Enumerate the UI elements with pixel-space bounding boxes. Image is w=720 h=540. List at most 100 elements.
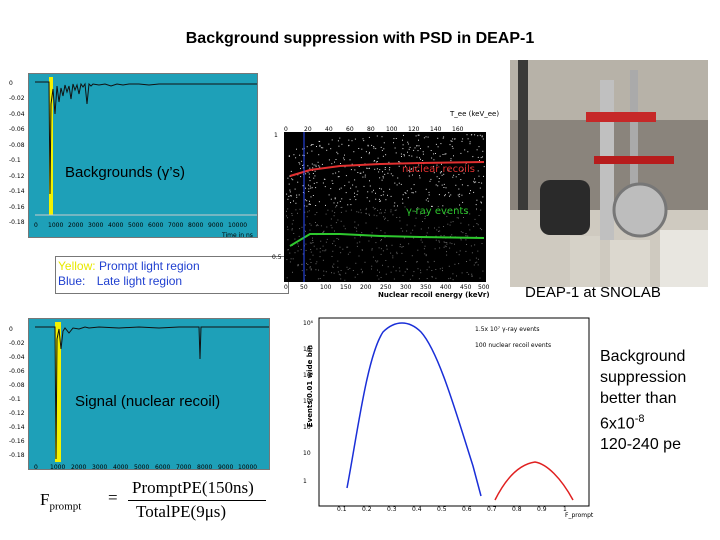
fprompt-histogram: Events/0.01 wide bin 1.5x 10⁷ γ-ray even…: [295, 316, 595, 522]
top-scope-yaxis: 0 -0.02 -0.04 -0.06 -0.08 -0.1 -0.12 -0.…: [9, 80, 28, 230]
deap1-photo-illustration: [510, 60, 708, 287]
xtick: 2000: [68, 222, 84, 229]
bottom-tick: 100: [320, 284, 332, 291]
bottom-tick: 300: [400, 284, 412, 291]
ytick: -0.12: [9, 173, 25, 180]
ytick: 0: [9, 326, 13, 333]
bottom-tick: 200: [360, 284, 372, 291]
bottom-tick: 0: [284, 284, 288, 291]
top-scope-xaxis: 0 1000 2000 3000 4000 5000 6000 7000 800…: [34, 222, 256, 232]
legend-yellow-key: Yellow:: [58, 259, 96, 273]
ytick: -0.08: [9, 382, 25, 389]
background-waveform-plot: Backgrounds (γ’s): [28, 73, 258, 238]
ytick: -0.18: [9, 219, 25, 226]
nuclear-recoil-band: [289, 161, 485, 177]
scatter-svg: [284, 132, 486, 282]
summary-line: suppression: [600, 369, 687, 386]
ytick: -0.04: [9, 354, 25, 361]
scatter-top-label: T_ee (keV_ee): [450, 110, 500, 118]
color-legend: Yellow: Prompt light region Blue: Late l…: [55, 256, 289, 294]
fprompt-formula: Fprompt = PromptPE(150ns) TotalPE(9μs): [40, 478, 280, 522]
formula-denominator: TotalPE(9μs): [136, 502, 227, 521]
ytick: -0.1: [9, 396, 21, 403]
slide-title: Background suppression with PSD in DEAP-…: [185, 30, 535, 47]
prompt-region-band: [55, 322, 61, 462]
xtick: 3000: [92, 464, 108, 471]
xtick: 8000: [188, 222, 204, 229]
xtick: 9000: [208, 222, 224, 229]
ytick: -0.08: [9, 142, 25, 149]
xtick: 7000: [176, 464, 192, 471]
xtick: 5000: [134, 464, 150, 471]
xtick: 0: [34, 222, 38, 229]
summary-line: 120-240 pe: [600, 436, 681, 454]
scatter-left-tick: 0.5: [272, 254, 282, 261]
nuclear-recoils-label: nuclear recoils: [402, 164, 475, 175]
ytick: 10: [303, 450, 311, 457]
ytick: 10⁴: [303, 372, 314, 379]
xtick: 6000: [155, 464, 171, 471]
xtick: 0.2: [362, 506, 372, 513]
top-tick: 80: [367, 126, 375, 133]
bottom-scope-yaxis: 0 -0.02 -0.04 -0.06 -0.08 -0.1 -0.12 -0.…: [9, 326, 28, 466]
histogram-svg: [318, 317, 590, 507]
signal-waveform-trace: [35, 326, 269, 460]
scatter-x-label: Nuclear recoil energy (keVr): [378, 291, 490, 299]
xtick: 1000: [50, 464, 66, 471]
summary-value-base: 6x10: [600, 415, 635, 433]
formula-equals: =: [108, 488, 118, 507]
xtick: 9000: [218, 464, 234, 471]
xtick: 7000: [168, 222, 184, 229]
xtick: 10000: [238, 464, 258, 471]
bottom-tick: 150: [340, 284, 352, 291]
legend-blue-key: Blue:: [58, 274, 86, 288]
xtick: 1: [563, 506, 567, 513]
background-waveform-trace: [35, 81, 257, 195]
xtick: 3000: [88, 222, 104, 229]
xtick: 0.9: [537, 506, 547, 513]
xtick: 0: [34, 464, 38, 471]
ytick: -0.14: [9, 424, 25, 431]
xtick: 4000: [113, 464, 129, 471]
background-waveform-svg: [29, 74, 257, 237]
ytick: 10²: [303, 424, 314, 431]
fprompt-scatter-plot: T_ee (keV_ee) nuclear recoils γ-ray even…: [270, 106, 500, 302]
formula-lhs: Fprompt: [40, 490, 81, 512]
xtick: 5000: [128, 222, 144, 229]
top-tick: 140: [430, 126, 442, 133]
deap1-detector-photo: [510, 60, 708, 287]
xtick: 6000: [148, 222, 164, 229]
ytick: -0.04: [9, 111, 25, 118]
signal-waveform-svg: [29, 319, 269, 469]
bottom-tick: 250: [380, 284, 392, 291]
ytick: -0.16: [9, 438, 25, 445]
ytick: 1: [303, 478, 307, 485]
histogram-legend-red: 100 nuclear recoil events: [475, 342, 552, 349]
nuclear-recoil-histogram: [494, 461, 574, 501]
ytick: -0.02: [9, 340, 25, 347]
xtick: 4000: [108, 222, 124, 229]
xtick: 8000: [197, 464, 213, 471]
suppression-summary: Background suppression better than 6x10-…: [600, 346, 716, 455]
summary-line: Background: [600, 348, 686, 365]
gamma-events-label: γ-ray events: [406, 206, 469, 217]
ytick: 0: [9, 80, 13, 87]
formula-lhs-subscript: prompt: [49, 500, 82, 513]
top-tick: 40: [325, 126, 333, 133]
xtick: 0.7: [487, 506, 497, 513]
scatter-left-tick: 1: [274, 132, 278, 139]
top-tick: 60: [346, 126, 354, 133]
histogram-legend-blue: 1.5x 10⁷ γ-ray events: [475, 326, 540, 333]
bottom-scope-xaxis: 0 1000 2000 3000 4000 5000 6000 7000 800…: [34, 464, 268, 473]
bottom-tick: 400: [440, 284, 452, 291]
top-tick: 20: [304, 126, 312, 133]
summary-value-exponent: -8: [634, 413, 645, 425]
formula-lhs-symbol: F: [40, 490, 50, 509]
bottom-tick: 350: [420, 284, 432, 291]
photo-caption: DEAP-1 at SNOLAB: [525, 284, 661, 301]
top-tick: 160: [452, 126, 464, 133]
ytick: -0.06: [9, 368, 25, 375]
top-tick: 0: [284, 126, 288, 133]
xtick: 0.8: [512, 506, 522, 513]
xtick: 0.6: [462, 506, 472, 513]
